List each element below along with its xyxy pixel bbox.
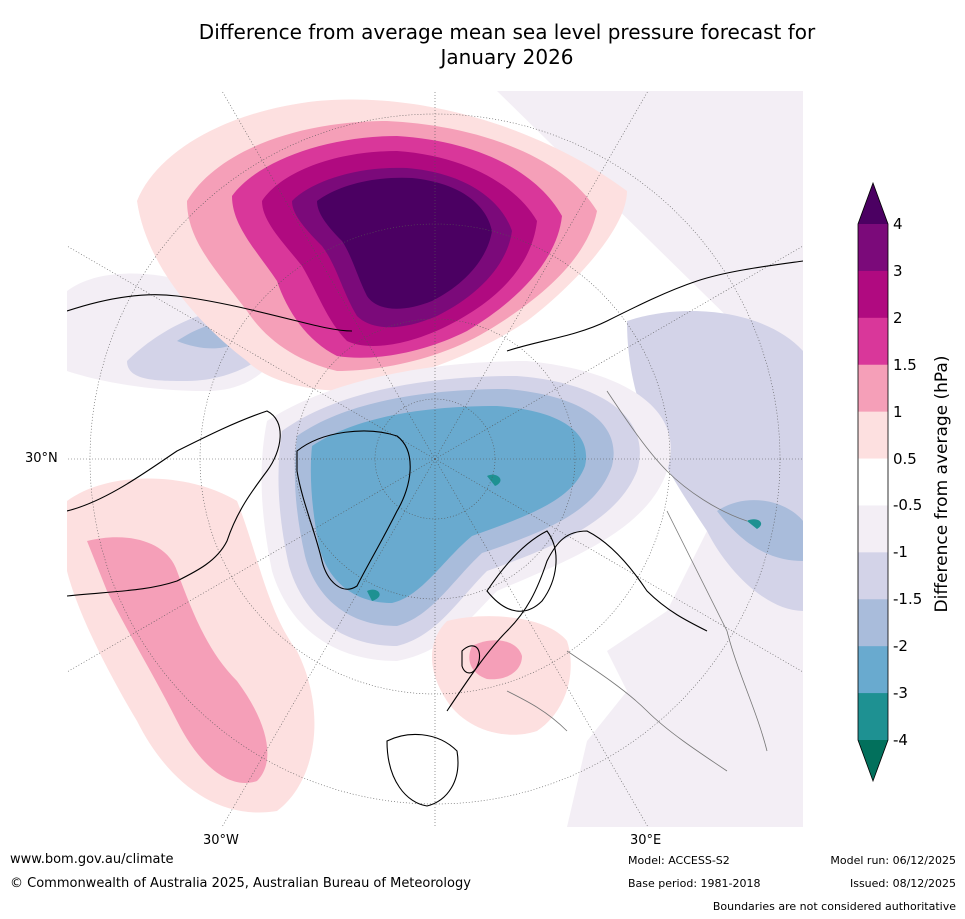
colorbar-extend-bottom <box>858 740 888 781</box>
colorbar-tick-label: -2 <box>893 637 908 656</box>
footer-copyright: © Commonwealth of Australia 2025, Austra… <box>10 876 471 891</box>
footer-website[interactable]: www.bom.gov.au/climate <box>10 852 174 867</box>
colorbar-tick-label: -0.5 <box>893 496 923 515</box>
colorbar-tick-label: 1.5 <box>893 355 917 374</box>
europe-high-1 <box>469 640 522 680</box>
colorbar-tick-label: -3 <box>893 684 908 703</box>
arctic-low-3-a <box>367 589 380 601</box>
colorbar-segment <box>858 364 888 413</box>
colorbar-extend-top <box>858 183 888 224</box>
colorbar-tick-label: -1 <box>893 543 908 562</box>
chart-title: Difference from average mean sea level p… <box>110 20 904 70</box>
title-line-1: Difference from average mean sea level p… <box>198 20 816 44</box>
colorbar-tick-label: 0.5 <box>893 449 917 468</box>
atlantic-high-1 <box>87 537 268 783</box>
colorbar-tick-label: -4 <box>893 731 908 749</box>
colorbar-segment <box>858 411 888 460</box>
footer-model: Model: ACCESS-S2 <box>628 854 730 867</box>
arctic-low-2 <box>310 406 587 603</box>
siberia-high-4 <box>317 177 492 309</box>
colorbar-segment <box>858 505 888 553</box>
alaska-coast <box>67 294 353 332</box>
footer-base-period: Base period: 1981-2018 <box>628 877 761 890</box>
north-america-coast <box>67 410 281 597</box>
colorbar-segment <box>858 693 888 741</box>
arctic-low-3-b <box>487 474 501 486</box>
lon-label-30w: 30°W <box>203 833 239 848</box>
colorbar-tick-label: 3 <box>893 261 903 280</box>
colorbar-segment <box>858 552 888 600</box>
colorbar-ticks: 4 3 2 1.5 1 0.5 -0.5 -1 -1.5 -2 -3 -4 <box>893 210 933 750</box>
boundaries <box>506 390 768 772</box>
east-asia-low-core <box>717 500 803 561</box>
coastlines <box>67 260 803 807</box>
eurasia-weak-low <box>497 91 803 827</box>
scandinavia-coast <box>486 530 557 612</box>
colorbar-tick-label: -1.5 <box>893 590 923 609</box>
uk-coast <box>461 645 481 674</box>
colorbar-segments <box>858 183 888 781</box>
east-asia-low-3 <box>747 519 762 529</box>
footer-issued: Issued: 08/12/2025 <box>849 877 956 890</box>
colorbar-segment <box>858 599 888 647</box>
colorbar-segment <box>858 224 888 272</box>
siberia-coast <box>506 260 803 352</box>
colorbar <box>857 181 889 783</box>
colorbar-tick-label: 2 <box>893 308 903 327</box>
footer-disclaimer: Boundaries are not considered authoritat… <box>712 900 956 913</box>
colorbar-tick-label: 4 <box>893 215 903 233</box>
colorbar-segment <box>858 270 888 319</box>
colorbar-segment <box>858 317 888 366</box>
colorbar-label: Difference from average (hPa) <box>932 355 952 613</box>
title-line-2: January 2026 <box>440 45 574 69</box>
europe-coast <box>446 530 708 712</box>
map-panel <box>67 91 803 827</box>
colorbar-segment <box>858 458 888 506</box>
greenland-coast <box>296 430 411 590</box>
graticule <box>67 91 803 827</box>
colorbar-segment <box>858 646 888 694</box>
lon-label-30e: 30°E <box>630 833 662 848</box>
iberia-coast <box>386 733 459 807</box>
footer-model-run: Model run: 06/12/2025 <box>830 854 956 867</box>
colorbar-outline <box>857 181 889 783</box>
lat-label-30n: 30°N <box>25 451 58 466</box>
colorbar-tick-label: 1 <box>893 402 903 421</box>
map-svg <box>67 91 803 827</box>
